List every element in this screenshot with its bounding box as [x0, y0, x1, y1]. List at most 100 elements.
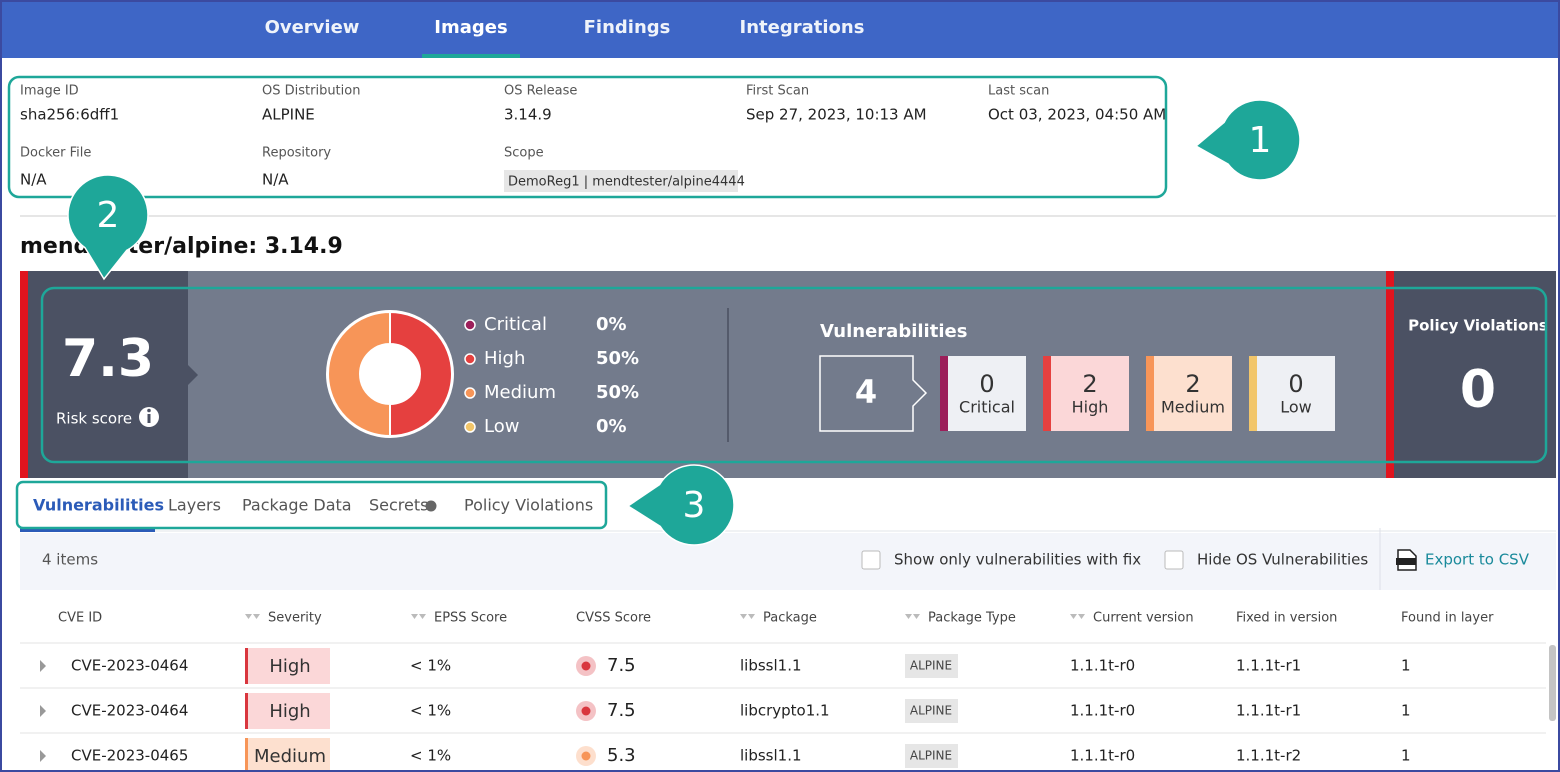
found-in-layer: 1 — [1401, 657, 1411, 675]
cvss-dot — [582, 662, 591, 671]
sort-icon[interactable] — [740, 614, 755, 619]
fixed-version: 1.1.1t-r2 — [1236, 747, 1301, 765]
severity: High — [269, 656, 310, 677]
package-type: ALPINE — [910, 704, 952, 718]
nav-tab[interactable]: Integrations — [740, 17, 865, 38]
package-type: ALPINE — [910, 749, 952, 763]
cvss: 7.5 — [607, 655, 636, 676]
image-title: mendtester/alpine: 3.14.9 — [20, 234, 343, 259]
scrollbar-thumb[interactable] — [1549, 645, 1556, 721]
export-button[interactable]: Export to CSV — [1425, 551, 1530, 569]
epss: < 1% — [410, 657, 451, 675]
info-value: Oct 03, 2023, 04:50 AM — [988, 106, 1166, 124]
info-value: N/A — [262, 171, 289, 189]
tab[interactable]: Layers — [168, 496, 221, 515]
severity-label: Critical — [959, 398, 1015, 417]
column-header: CVE ID — [58, 611, 102, 626]
column-header: CVSS Score — [576, 611, 651, 626]
nav-tab[interactable]: Findings — [584, 17, 671, 38]
cvss: 5.3 — [607, 745, 636, 766]
cve-id: CVE-2023-0465 — [71, 747, 188, 765]
severity-count: 2 — [1185, 370, 1200, 398]
legend-percent: 0% — [596, 416, 627, 437]
info-label: OS Distribution — [262, 84, 360, 99]
expand-toggle[interactable] — [40, 750, 46, 762]
column-header[interactable]: Package — [763, 611, 817, 626]
legend-percent: 50% — [596, 348, 639, 369]
info-icon-glyph — [148, 414, 151, 423]
nav-tab[interactable]: Overview — [265, 17, 360, 38]
tab[interactable]: Vulnerabilities — [33, 496, 164, 515]
current-version: 1.1.1t-r0 — [1070, 657, 1135, 675]
scope-value: DemoReg1 | mendtester/alpine4444 — [508, 175, 745, 190]
column-header[interactable]: Package Type — [928, 611, 1016, 626]
severity: High — [269, 701, 310, 722]
sort-icon[interactable] — [245, 614, 260, 619]
severity-chip-accent — [245, 648, 248, 684]
info-label: Repository — [262, 146, 331, 161]
package: libssl1.1 — [740, 657, 802, 675]
sort-icon[interactable] — [411, 614, 426, 619]
severity-label: Low — [1280, 398, 1312, 417]
expand-toggle[interactable] — [40, 660, 46, 672]
tab[interactable]: Secrets — [369, 496, 428, 515]
severity-accent — [1043, 356, 1051, 431]
info-label: Last scan — [988, 84, 1049, 99]
legend-percent: 50% — [596, 382, 639, 403]
checkbox[interactable] — [862, 551, 880, 569]
info-value: sha256:6dff1 — [20, 106, 119, 124]
info-value: Sep 27, 2023, 10:13 AM — [746, 106, 927, 124]
fixed-version: 1.1.1t-r1 — [1236, 702, 1301, 720]
item-count: 4 items — [42, 551, 98, 569]
tab[interactable]: Policy Violations — [464, 496, 593, 515]
callout-number: 2 — [97, 195, 120, 236]
severity-chip-accent — [245, 693, 248, 729]
severity-count: 2 — [1082, 370, 1097, 398]
info-label: Docker File — [20, 146, 91, 161]
sort-icon[interactable] — [905, 614, 920, 619]
info-value: 3.14.9 — [504, 106, 552, 124]
risk-score: 7.3 — [62, 329, 154, 389]
checkbox[interactable] — [1165, 551, 1183, 569]
epss: < 1% — [410, 747, 451, 765]
current-version: 1.1.1t-r0 — [1070, 747, 1135, 765]
column-header[interactable]: EPSS Score — [434, 611, 507, 626]
legend-percent: 0% — [596, 314, 627, 335]
column-header[interactable]: Current version — [1093, 611, 1194, 626]
info-icon-dot — [147, 409, 151, 413]
severity-accent — [1146, 356, 1154, 431]
tab[interactable]: Package Data — [242, 496, 352, 515]
severity-count: 0 — [979, 370, 994, 398]
legend-name: Medium — [484, 382, 556, 403]
cvss-dot — [582, 707, 591, 716]
column-header: Found in layer — [1401, 611, 1494, 626]
legend-dot — [465, 320, 475, 330]
package: libcrypto1.1 — [740, 702, 830, 720]
checkbox-label[interactable]: Hide OS Vulnerabilities — [1197, 551, 1368, 569]
legend-name: High — [484, 348, 525, 369]
info-value: N/A — [20, 171, 47, 189]
vuln-total: 4 — [855, 373, 877, 411]
legend-name: Critical — [484, 314, 547, 335]
severity-count: 0 — [1288, 370, 1303, 398]
vuln-title: Vulnerabilities — [820, 321, 967, 342]
cvss-dot — [582, 752, 591, 761]
csv-icon-band — [1396, 558, 1416, 565]
tab-info-icon — [426, 501, 437, 512]
cvss: 7.5 — [607, 700, 636, 721]
checkbox-label[interactable]: Show only vulnerabilities with fix — [894, 551, 1141, 569]
severity-label: High — [1072, 398, 1109, 417]
policy-count: 0 — [1460, 360, 1496, 420]
column-header[interactable]: Severity — [268, 611, 322, 626]
package-type: ALPINE — [910, 659, 952, 673]
policy-accent — [1386, 271, 1394, 478]
expand-toggle[interactable] — [40, 705, 46, 717]
nav-tab[interactable]: Images — [434, 17, 507, 38]
info-label: Image ID — [20, 84, 79, 99]
found-in-layer: 1 — [1401, 702, 1411, 720]
sort-icon[interactable] — [1070, 614, 1085, 619]
legend-dot — [465, 388, 475, 398]
legend-name: Low — [484, 416, 519, 437]
